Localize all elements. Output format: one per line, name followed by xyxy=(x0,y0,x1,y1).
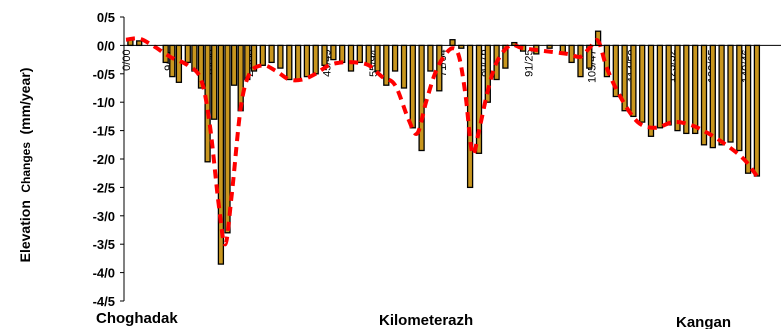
bar xyxy=(727,44,734,143)
bar xyxy=(191,44,198,72)
y-tick-label: -3/5 xyxy=(93,237,115,252)
bar xyxy=(700,44,708,146)
bar xyxy=(224,44,231,234)
bar xyxy=(744,44,752,174)
bar xyxy=(753,44,761,177)
bar xyxy=(136,40,143,47)
bar xyxy=(736,44,743,152)
y-tick-label: -4/0 xyxy=(93,266,115,281)
y-axis-ticks: 0/5 0/0 -0/5 -1/0 -1/5 -2/0 -2/5 -3/0 -3/5 -4/0 -4… xyxy=(93,10,124,309)
y-tick-label: -1/5 xyxy=(93,124,115,139)
bar xyxy=(303,44,311,78)
y-tick-label: -0/5 xyxy=(93,67,115,82)
region-label-kangan: Kangan xyxy=(676,314,731,329)
bar xyxy=(330,44,337,61)
bar xyxy=(294,44,302,81)
bar xyxy=(339,44,346,64)
y-tick-label: -1/0 xyxy=(93,95,115,110)
bar xyxy=(365,44,372,66)
bar xyxy=(374,44,381,72)
bar xyxy=(259,44,266,66)
bar xyxy=(391,44,399,72)
y-tick-label: 0/0 xyxy=(97,38,115,53)
bar xyxy=(356,44,363,64)
bar xyxy=(237,44,244,112)
region-label-kilometerazh: Kilometerazh xyxy=(379,312,473,329)
bar xyxy=(211,44,218,120)
bar xyxy=(683,44,690,135)
y-tick-label: 0/5 xyxy=(97,10,115,25)
y-tick-label: -3/0 xyxy=(93,209,115,224)
bar xyxy=(436,44,443,92)
bar xyxy=(656,44,664,129)
y-axis-label-unit: (mm/year) xyxy=(17,68,33,135)
bar xyxy=(312,44,319,75)
trend-line xyxy=(125,36,759,247)
y-axis-label: Elevation Changes (mm/year) xyxy=(17,68,34,263)
x-tick-label: 0/00 xyxy=(121,49,133,70)
bar xyxy=(484,44,491,103)
y-tick-label: -2/5 xyxy=(93,180,115,195)
bar xyxy=(630,44,637,118)
y-axis-label-main: Elevation xyxy=(17,200,33,262)
bar xyxy=(383,44,390,86)
bar xyxy=(400,44,408,89)
bar xyxy=(321,44,328,66)
svg-text:Elevation Changes: Elevation Changes (mm/year) xyxy=(17,68,34,263)
bar xyxy=(709,44,716,149)
bar xyxy=(175,44,183,83)
bar xyxy=(184,44,191,64)
bar xyxy=(647,44,655,137)
bar xyxy=(568,44,575,64)
y-tick-label: -4/5 xyxy=(93,294,115,309)
x-tick-label: 91/25 xyxy=(524,49,536,77)
bar xyxy=(674,44,681,132)
y-axis-label-small: Changes xyxy=(19,142,33,193)
bar xyxy=(268,44,275,64)
bar xyxy=(230,44,238,86)
bar xyxy=(665,44,672,126)
bar xyxy=(718,44,725,146)
bar xyxy=(577,44,584,78)
bar xyxy=(639,44,646,123)
bar xyxy=(277,44,284,69)
bar xyxy=(427,44,434,72)
bar xyxy=(347,44,355,72)
y-tick-label: -2/0 xyxy=(93,152,115,167)
bar xyxy=(418,44,425,152)
bar xyxy=(286,44,293,81)
bar xyxy=(449,39,456,47)
region-label-choghadak: Choghadak xyxy=(96,310,178,327)
bar xyxy=(692,44,699,135)
bar xyxy=(409,44,416,129)
bar xyxy=(169,44,176,78)
